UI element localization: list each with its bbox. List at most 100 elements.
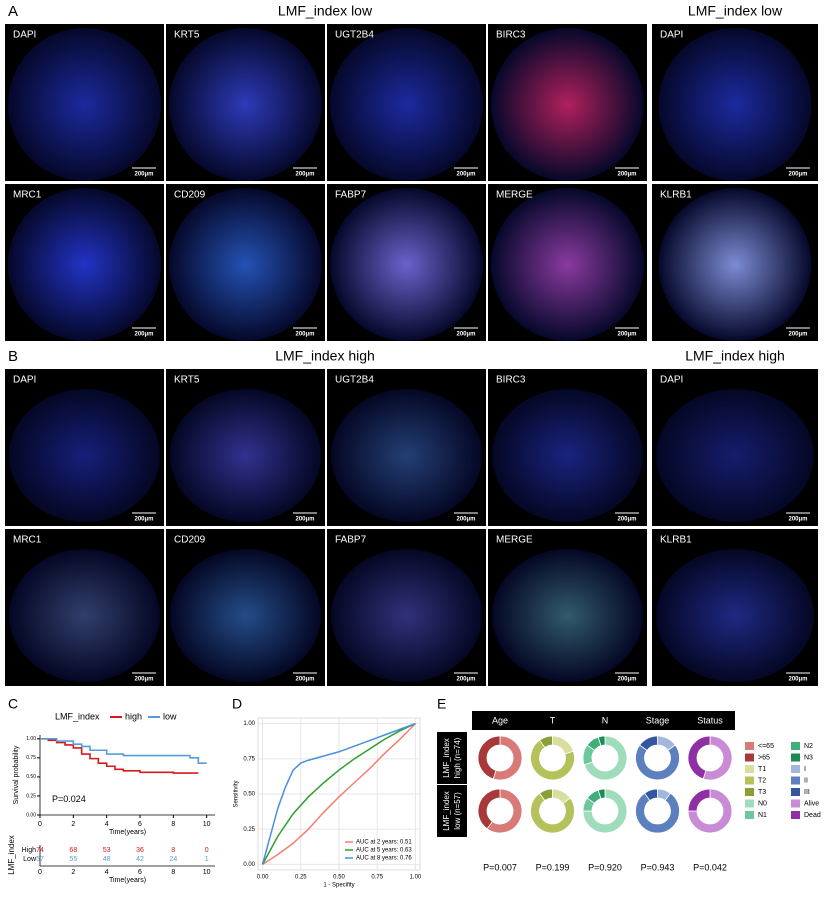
risk-count: 1	[205, 856, 209, 863]
column-header: Age	[492, 715, 508, 725]
legend-label: >65	[758, 754, 770, 761]
legend-label: N0	[758, 800, 767, 807]
donut-segment	[492, 735, 523, 781]
y-tick-label: 0.00	[243, 862, 255, 868]
scale-label: 200μm	[456, 332, 475, 338]
donut-segment	[597, 735, 606, 747]
tissue	[169, 28, 322, 181]
tissue	[331, 549, 482, 682]
tissue	[658, 188, 812, 341]
p-value: P=0.199	[536, 862, 570, 872]
x-tick-label: 0	[38, 821, 42, 828]
tissue	[170, 389, 321, 522]
x-tick-label: 10	[203, 869, 211, 876]
scale-label: 200μm	[456, 517, 475, 523]
risk-count: 48	[103, 856, 111, 863]
legend-label: N3	[804, 754, 813, 761]
donut-segment	[597, 788, 606, 800]
legend-swatch	[745, 753, 754, 762]
y-axis-label: LMF_index	[7, 835, 16, 875]
tissue	[492, 549, 643, 682]
risk-count: 68	[69, 847, 77, 854]
tile-label: KLRB1	[660, 190, 692, 201]
tile-label: DAPI	[660, 30, 683, 41]
row-label: LMF_index	[442, 791, 451, 831]
x-axis-label: Time(years)	[109, 829, 146, 836]
legend-label: <=65	[758, 743, 774, 750]
legend-label: T2	[758, 777, 766, 784]
legend-label: T1	[758, 766, 766, 773]
tissue	[9, 389, 160, 522]
legend-swatch	[791, 799, 800, 808]
x-tick-label: 6	[138, 869, 142, 876]
y-tick-label: 0.25	[243, 827, 255, 833]
legend-label: III	[804, 789, 810, 796]
legend-swatch	[791, 788, 800, 796]
tile-label: UGT2B4	[335, 375, 374, 386]
x-tick-label: 0.75	[371, 875, 383, 881]
p-value: P=0.042	[693, 862, 727, 872]
tile-label: MERGE	[496, 535, 533, 546]
row-label: LMF_index	[442, 738, 451, 778]
scale-label: 200μm	[295, 517, 314, 523]
x-tick-label: 0.00	[257, 875, 269, 881]
p-value: P=0.007	[483, 862, 517, 872]
panel-label: A	[8, 3, 18, 20]
legend-swatch	[791, 765, 800, 773]
y-tick-label: 1.00	[26, 736, 36, 742]
x-axis-label: 1 - Specifity	[323, 883, 354, 889]
donut-segment	[644, 788, 658, 802]
tissue	[656, 389, 814, 522]
p-value: P=0.920	[588, 862, 622, 872]
panel-label: B	[8, 348, 18, 365]
row-label-bg	[437, 785, 467, 837]
tile-label: UGT2B4	[335, 30, 374, 41]
tile-label: KRT5	[174, 30, 200, 41]
column-header: T	[550, 715, 556, 725]
scale-label: 200μm	[134, 172, 153, 178]
column-header: Status	[697, 715, 723, 725]
legend-label: low	[163, 711, 177, 721]
legend-swatch	[745, 776, 754, 785]
row-label-bg	[437, 732, 467, 784]
tile-label: BIRC3	[496, 30, 526, 41]
x-tick-label: 2	[71, 869, 75, 876]
tissue	[8, 188, 161, 341]
row-label: high (n=74)	[453, 737, 462, 778]
p-value: P=0.943	[641, 862, 675, 872]
scale-label: 200μm	[788, 172, 807, 178]
legend-swatch	[745, 811, 754, 819]
tissue	[658, 28, 812, 181]
roc-curve	[261, 722, 416, 865]
roc-curve	[262, 723, 416, 866]
legend-swatch	[745, 788, 754, 796]
header-bar	[472, 711, 735, 730]
donut-segment	[702, 735, 733, 781]
column-header: Stage	[646, 715, 670, 725]
scale-label: 200μm	[295, 172, 314, 178]
y-axis-label: Sensitivity	[234, 780, 240, 807]
row-label: Low	[23, 856, 37, 863]
tissue	[169, 188, 322, 341]
x-tick-label: 8	[171, 869, 175, 876]
x-tick-label: 6	[138, 821, 142, 828]
legend-swatch	[791, 742, 800, 750]
legend-label: I	[804, 766, 806, 773]
y-tick-label: 0.50	[26, 774, 36, 780]
legend-label: AUC at 5 years: 0.63	[356, 848, 412, 854]
legend-label: Alive	[804, 800, 819, 807]
y-tick-label: 0.75	[26, 755, 36, 761]
scale-label: 200μm	[456, 677, 475, 683]
donut-segment	[583, 735, 628, 781]
scale-label: 200μm	[788, 517, 807, 523]
x-tick-label: 1.00	[410, 875, 422, 881]
tile-label: CD209	[174, 535, 206, 546]
y-tick-label: 1.00	[243, 721, 255, 727]
x-tick-label: 2	[71, 821, 75, 828]
risk-count: 8	[171, 847, 175, 854]
row-label: low (n=57)	[453, 792, 462, 830]
km-curve	[40, 738, 199, 774]
tile-label: BIRC3	[496, 375, 526, 386]
tile-label: DAPI	[660, 375, 683, 386]
